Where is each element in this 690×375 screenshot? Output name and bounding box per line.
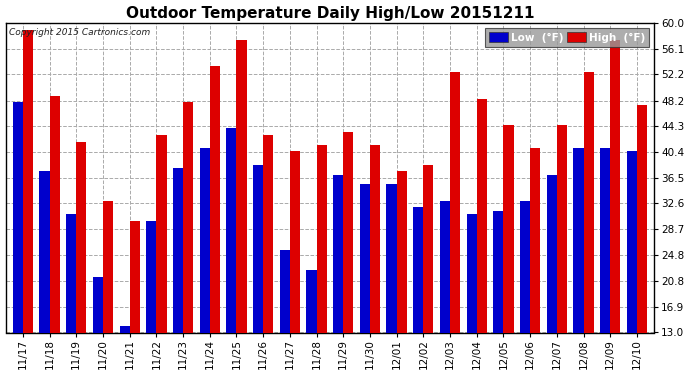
- Bar: [119, 326, 130, 333]
- Bar: [504, 125, 513, 333]
- Bar: [183, 102, 193, 333]
- Bar: [279, 250, 290, 333]
- Bar: [359, 184, 370, 333]
- Bar: [343, 132, 353, 333]
- Bar: [573, 148, 584, 333]
- Bar: [546, 174, 557, 333]
- Bar: [157, 135, 166, 333]
- Bar: [370, 145, 380, 333]
- Bar: [557, 125, 567, 333]
- Bar: [237, 40, 246, 333]
- Bar: [39, 171, 50, 333]
- Bar: [12, 102, 23, 333]
- Bar: [317, 145, 326, 333]
- Bar: [627, 152, 637, 333]
- Bar: [333, 174, 343, 333]
- Bar: [440, 201, 450, 333]
- Bar: [477, 99, 487, 333]
- Bar: [146, 220, 157, 333]
- Bar: [50, 96, 60, 333]
- Bar: [530, 148, 540, 333]
- Bar: [637, 105, 647, 333]
- Bar: [413, 207, 424, 333]
- Bar: [584, 72, 593, 333]
- Bar: [386, 184, 397, 333]
- Bar: [173, 168, 183, 333]
- Bar: [610, 40, 620, 333]
- Bar: [466, 214, 477, 333]
- Bar: [493, 211, 504, 333]
- Legend: Low  (°F), High  (°F): Low (°F), High (°F): [485, 28, 649, 47]
- Bar: [77, 142, 86, 333]
- Bar: [263, 135, 273, 333]
- Bar: [210, 66, 220, 333]
- Bar: [23, 30, 33, 333]
- Bar: [103, 201, 113, 333]
- Bar: [226, 128, 237, 333]
- Bar: [253, 165, 263, 333]
- Bar: [93, 276, 103, 333]
- Title: Outdoor Temperature Daily High/Low 20151211: Outdoor Temperature Daily High/Low 20151…: [126, 6, 534, 21]
- Bar: [397, 171, 407, 333]
- Bar: [450, 72, 460, 333]
- Bar: [520, 201, 530, 333]
- Bar: [600, 148, 610, 333]
- Bar: [290, 152, 300, 333]
- Bar: [66, 214, 77, 333]
- Bar: [199, 148, 210, 333]
- Bar: [306, 270, 317, 333]
- Bar: [130, 220, 140, 333]
- Bar: [424, 165, 433, 333]
- Text: Copyright 2015 Cartronics.com: Copyright 2015 Cartronics.com: [9, 28, 150, 37]
